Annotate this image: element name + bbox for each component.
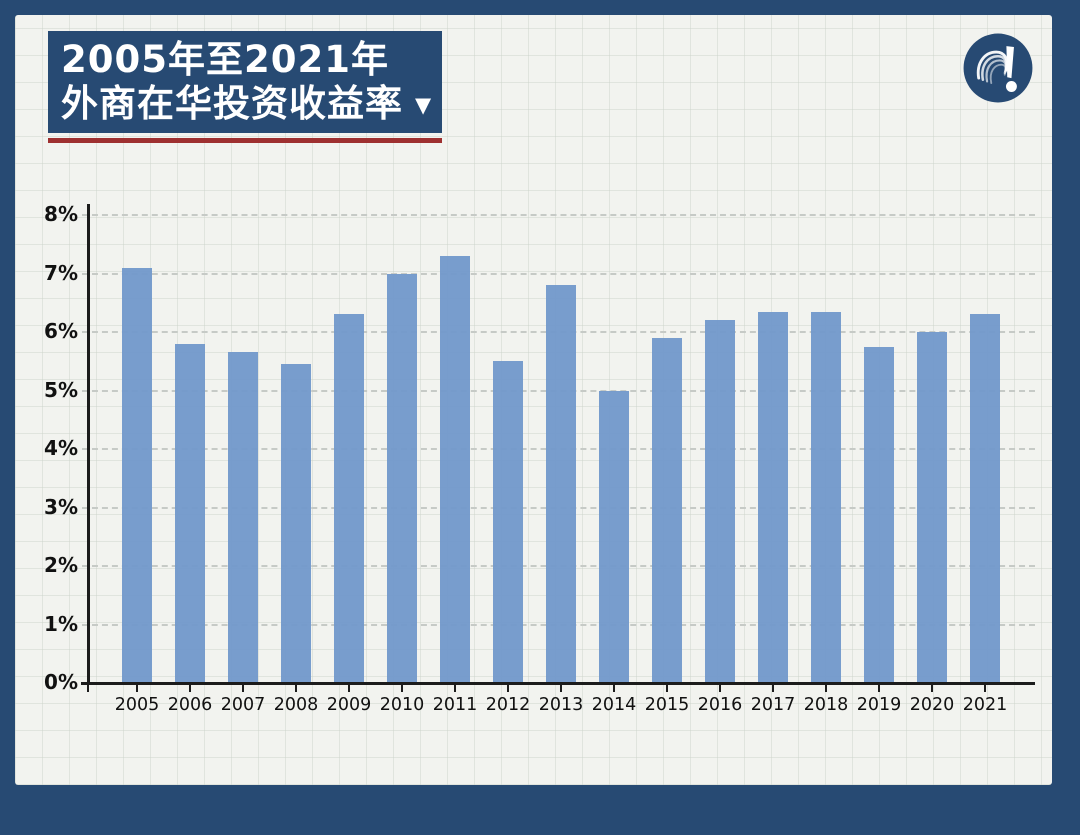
y-tick-label-7%: 7% [44, 260, 78, 285]
bar-2011 [440, 255, 470, 683]
x-tick-2017 [772, 685, 774, 692]
dropdown-arrow-icon: ▼ [415, 93, 432, 117]
bar-2021 [970, 314, 1000, 683]
x-tick-label-2010: 2010 [379, 695, 425, 715]
x-tick-label-2020: 2020 [909, 695, 955, 715]
x-tick-2012 [507, 685, 509, 692]
bar-2020 [917, 332, 947, 683]
x-tick-label-2016: 2016 [697, 695, 743, 715]
x-tick-label-2007: 2007 [220, 695, 266, 715]
bar-2008 [281, 364, 311, 683]
x-tick-2015 [666, 685, 668, 692]
x-tick-label-2011: 2011 [432, 695, 478, 715]
y-tick-label-6%: 6% [44, 319, 78, 343]
title-line-2-text: 外商在华投资收益率 [61, 82, 403, 125]
x-tick-label-2015: 2015 [644, 695, 690, 715]
bar-2019 [864, 346, 894, 683]
title-underline [48, 138, 442, 143]
bar-2005 [122, 267, 152, 683]
x-tick-label-2013: 2013 [538, 695, 584, 715]
bar-2012 [493, 361, 523, 683]
bar-2017 [758, 311, 788, 683]
x-tick-2010 [401, 685, 403, 692]
bar-2006 [175, 343, 205, 683]
x-tick-label-2006: 2006 [167, 695, 213, 715]
x-tick-2007 [242, 685, 244, 692]
x-tick-2018 [825, 685, 827, 692]
y-tick-label-8%: 8% [44, 202, 78, 226]
x-tick-2021 [984, 685, 986, 692]
x-tick-2006 [189, 685, 191, 692]
title-line-2: 外商在华投资收益率 ▼ [61, 82, 442, 127]
x-tick-2013 [560, 685, 562, 692]
title-line-1: 2005年至2021年 [61, 38, 389, 81]
x-tick-2009 [348, 685, 350, 692]
y-tick-label-3%: 3% [44, 494, 78, 519]
x-tick-2005 [136, 685, 138, 692]
bar-2018 [811, 311, 841, 683]
bar-2009 [334, 314, 364, 683]
publisher-logo-icon [956, 26, 1040, 110]
bar-2010 [387, 273, 417, 683]
y-tick-label-4%: 4% [44, 436, 78, 460]
x-tick-label-2008: 2008 [273, 695, 319, 715]
y-tick-label-1%: 1% [44, 611, 78, 636]
x-tick-label-2014: 2014 [591, 695, 637, 715]
x-tick-2020 [931, 685, 933, 692]
y-tick-label-0%: 0% [44, 670, 78, 694]
y-tick-label-2%: 2% [44, 553, 78, 577]
gridline-7pct [82, 272, 1035, 275]
x-tick-2014 [613, 685, 615, 692]
x-tick-label-2018: 2018 [803, 695, 849, 715]
title-box: 2005年至2021年 外商在华投资收益率 ▼ [48, 31, 442, 133]
x-origin-tick [87, 685, 89, 692]
x-tick-label-2019: 2019 [856, 695, 902, 715]
x-tick-2008 [295, 685, 297, 692]
bar-2013 [546, 285, 576, 683]
bar-2016 [705, 320, 735, 683]
x-tick-label-2009: 2009 [326, 695, 372, 715]
x-axis-line [81, 682, 1035, 685]
x-tick-2011 [454, 685, 456, 692]
x-tick-2016 [719, 685, 721, 692]
x-tick-label-2005: 2005 [114, 695, 160, 715]
x-tick-label-2021: 2021 [962, 695, 1008, 715]
x-tick-label-2012: 2012 [485, 695, 531, 715]
bar-2007 [228, 352, 258, 683]
bar-2014 [599, 390, 629, 683]
bar-2015 [652, 337, 682, 683]
x-tick-2019 [878, 685, 880, 692]
y-axis-line [87, 204, 90, 685]
y-tick-label-5%: 5% [44, 377, 78, 402]
x-tick-label-2017: 2017 [750, 695, 796, 715]
gridline-8pct [82, 214, 1035, 216]
